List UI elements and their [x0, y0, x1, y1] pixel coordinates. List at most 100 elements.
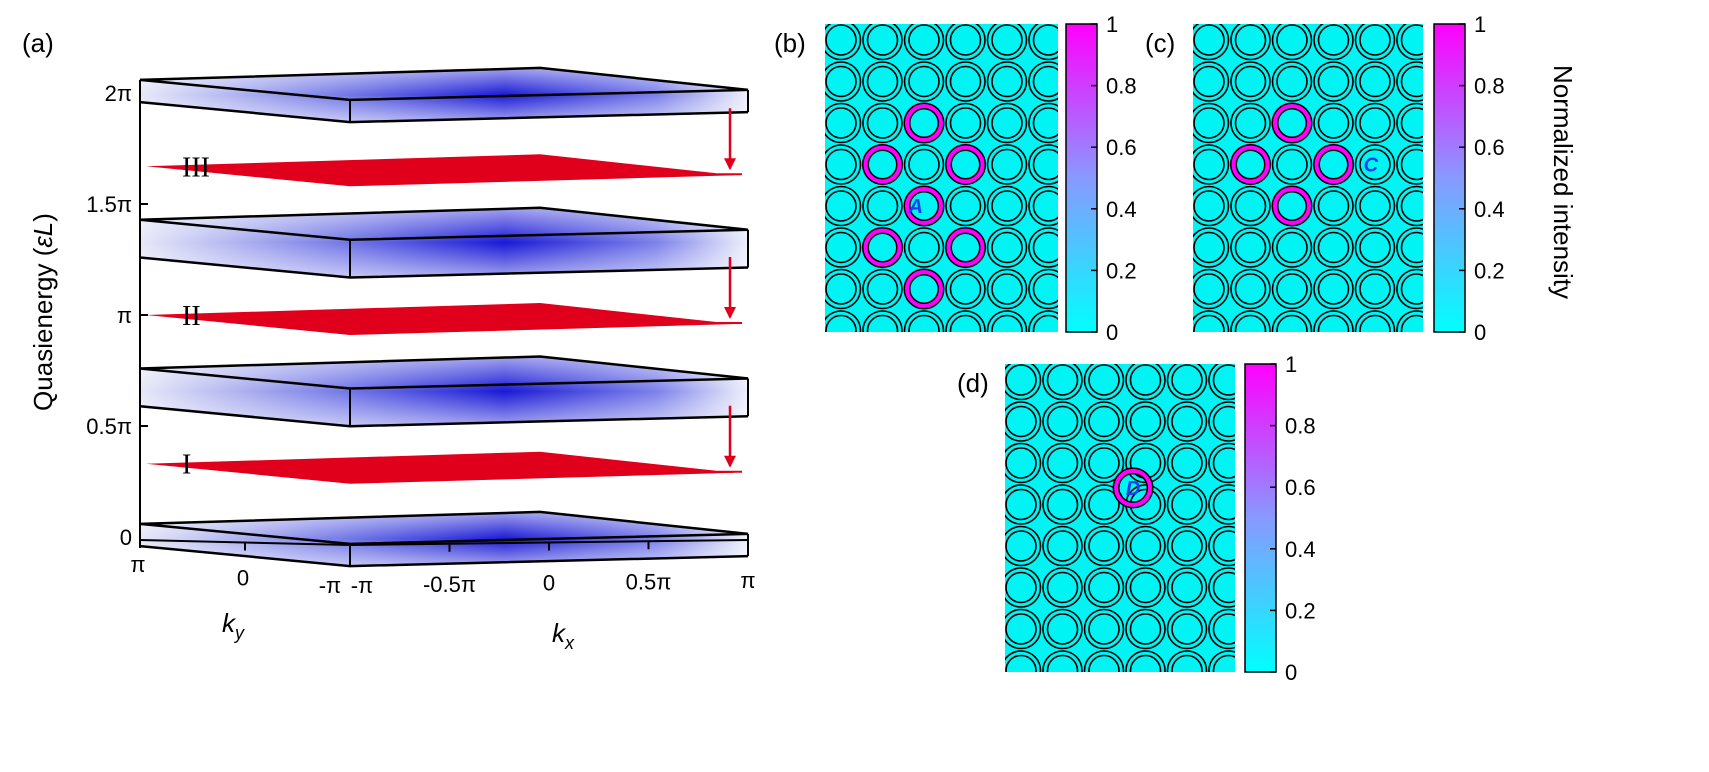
- flat-band-sheet: [146, 154, 735, 187]
- ring-outer: [822, 0, 861, 18]
- flat-band-I: I: [146, 450, 735, 484]
- highlight-ring: [946, 228, 985, 267]
- ring-outer: [1125, 525, 1166, 567]
- ring-outer: [1166, 567, 1208, 608]
- ring-inner: [1277, 0, 1307, 14]
- ring-outer: [1208, 567, 1235, 608]
- ring-inner: [825, 190, 857, 222]
- ring-outer: [960, 444, 999, 483]
- ring-inner: [1046, 364, 1079, 396]
- ring-outer: [960, 402, 999, 441]
- ring-inner: [1234, 107, 1267, 139]
- ring-inner: [949, 107, 982, 139]
- ring-outer: [1042, 650, 1083, 672]
- ring-outer: [1028, 310, 1058, 332]
- ring-inner: [1400, 190, 1423, 222]
- kx-ticks: -π -0.5π 0 0.5π π: [349, 540, 756, 598]
- ring-outer: [1005, 525, 1042, 567]
- ring-outer: [822, 353, 861, 392]
- ring-outer: [1230, 102, 1271, 144]
- ring-outer: [903, 310, 945, 332]
- colorbar-tick-label: 0.2: [1106, 258, 1137, 283]
- colorbar-tick-label: 0.8: [1106, 74, 1137, 99]
- ring-outer: [780, 353, 819, 392]
- ring-inner: [1317, 107, 1350, 139]
- quasienergy-axis-title: Quasienergy (εL): [28, 213, 58, 411]
- ring-inner: [868, 0, 898, 14]
- ring-inner: [1317, 65, 1350, 98]
- ring-inner: [1193, 231, 1225, 264]
- flat-band-sheet: [146, 303, 735, 335]
- ring-outer: [863, 0, 902, 18]
- ring-inner: [1359, 190, 1391, 222]
- ring-inner: [1212, 613, 1235, 645]
- ring-inner: [1046, 571, 1079, 604]
- ring-inner: [1006, 697, 1036, 727]
- lattice-rings: [780, 0, 1058, 392]
- ring-inner: [1360, 0, 1390, 14]
- ring-inner: [1402, 0, 1432, 14]
- ring-outer: [1354, 144, 1396, 185]
- highlight-ring: [863, 145, 902, 184]
- ring-outer: [1083, 567, 1125, 608]
- ring-inner: [1088, 447, 1120, 479]
- ring-outer: [1208, 650, 1235, 672]
- ring-outer: [1230, 268, 1271, 310]
- kx-axis-title: kx: [552, 618, 575, 653]
- colorbar-tick-label: 0.6: [1285, 475, 1316, 500]
- ring-outer: [825, 227, 862, 268]
- colorbar-d: 1 0.8 0.6 0.4 0.2 0: [1244, 352, 1316, 685]
- ring-outer: [1005, 442, 1042, 484]
- ring-inner: [1212, 571, 1235, 604]
- ring-inner: [991, 314, 1023, 332]
- ring-inner: [1317, 314, 1350, 332]
- ring-inner: [785, 357, 815, 387]
- ring-inner: [1032, 190, 1058, 222]
- ring-inner: [825, 273, 857, 305]
- ring-outer: [1313, 102, 1354, 144]
- ring-inner: [1193, 273, 1225, 305]
- ring-inner: [909, 357, 939, 387]
- ring-inner: [1129, 364, 1162, 396]
- lattice-rings: [960, 364, 1244, 732]
- ring-inner: [1443, 0, 1473, 14]
- ring-outer: [960, 693, 999, 732]
- highlight-ring: [863, 228, 902, 267]
- ring-outer: [960, 568, 999, 607]
- ring-outer: [1193, 185, 1230, 227]
- colorbar-tick-label: 0.4: [1285, 537, 1316, 562]
- panel-c: (c) C 1 0.8 0.6 0.4 0.2 0 Normalized intensit…: [1145, 0, 1578, 392]
- ring-inner: [866, 65, 899, 98]
- ring-outer: [1356, 0, 1395, 18]
- ring-inner: [1129, 530, 1162, 562]
- ring-inner: [1400, 107, 1423, 139]
- ring-outer: [1028, 268, 1058, 310]
- ring-inner: [1359, 314, 1391, 332]
- ring-outer: [1193, 268, 1230, 310]
- ring-outer: [1397, 0, 1436, 18]
- highlight-ring: [1314, 145, 1353, 184]
- quasienergy-tick-label: π: [117, 303, 132, 328]
- ring-outer: [1439, 353, 1478, 392]
- ring-outer: [1005, 484, 1042, 525]
- ring-inner: [785, 233, 815, 263]
- ring-inner: [965, 573, 995, 603]
- ring-outer: [1148, 104, 1187, 143]
- ring-inner: [1153, 150, 1183, 180]
- ring-outer: [986, 102, 1028, 144]
- ring-inner: [1214, 697, 1244, 727]
- ring-outer: [1271, 144, 1313, 185]
- ring-inner: [785, 316, 815, 346]
- ring-inner: [1032, 314, 1058, 332]
- ring-inner: [1089, 697, 1119, 727]
- ring-outer: [1148, 145, 1187, 184]
- ring-inner: [1129, 571, 1162, 604]
- ring-outer: [1193, 310, 1230, 332]
- ring-outer: [780, 145, 819, 184]
- ring-outer: [1193, 102, 1230, 144]
- ring-inner: [1212, 447, 1235, 479]
- colorbar-tick-label: 0.4: [1106, 197, 1137, 222]
- ring-outer: [1042, 401, 1083, 442]
- ring-inner: [825, 231, 857, 264]
